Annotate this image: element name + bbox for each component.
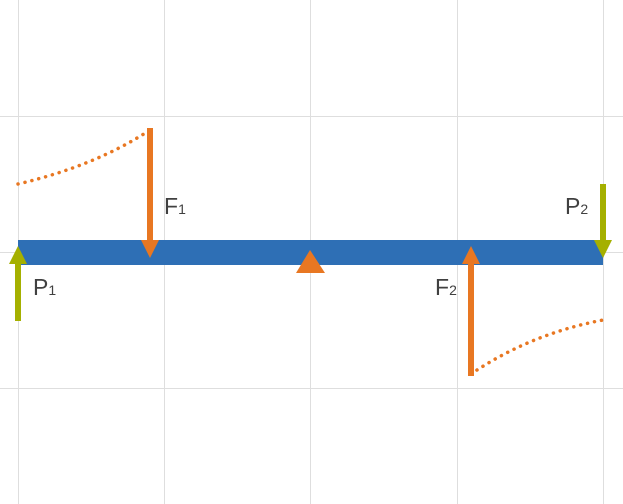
f1-label: F1 bbox=[164, 193, 186, 219]
left-dotted-curve bbox=[16, 128, 152, 186]
right-dotted-curve bbox=[469, 318, 605, 376]
triangle-fulcrum-icon bbox=[296, 250, 325, 273]
p1-arrow-icon bbox=[9, 246, 27, 321]
p1-label: P1 bbox=[33, 274, 56, 300]
p2-label: P2 bbox=[565, 193, 588, 219]
f1-arrow-icon bbox=[141, 128, 159, 258]
p2-arrow-icon bbox=[594, 184, 612, 258]
f2-arrow-icon bbox=[462, 246, 480, 376]
f2-label: F2 bbox=[435, 274, 457, 300]
